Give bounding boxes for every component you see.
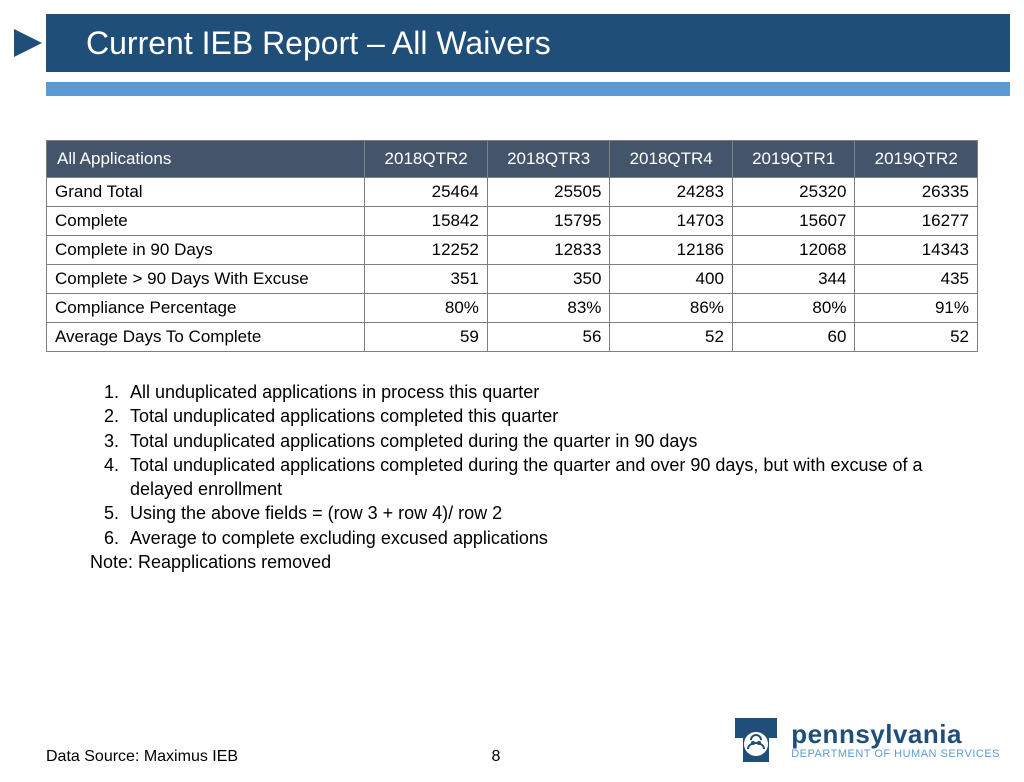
accent-bar bbox=[46, 82, 1010, 96]
ieb-report-table: All Applications 2018QTR2 2018QTR3 2018Q… bbox=[46, 140, 978, 352]
pennsylvania-logo: pennsylvania DEPARTMENT OF HUMAN SERVICE… bbox=[729, 714, 1000, 766]
note-item: Total unduplicated applications complete… bbox=[124, 404, 964, 428]
data-cell: 16277 bbox=[855, 207, 978, 236]
data-cell: 15795 bbox=[487, 207, 610, 236]
row-label: Complete in 90 Days bbox=[47, 236, 365, 265]
data-cell: 351 bbox=[365, 265, 488, 294]
data-cell: 25505 bbox=[487, 178, 610, 207]
col-header: All Applications bbox=[47, 141, 365, 178]
title-arrow-icon bbox=[14, 29, 42, 57]
row-label: Complete bbox=[47, 207, 365, 236]
table-row: Average Days To Complete5956526052 bbox=[47, 323, 978, 352]
data-cell: 52 bbox=[855, 323, 978, 352]
data-cell: 56 bbox=[487, 323, 610, 352]
data-source: Data Source: Maximus IEB bbox=[46, 748, 238, 766]
data-cell: 25464 bbox=[365, 178, 488, 207]
logo-main-text: pennsylvania bbox=[791, 721, 1000, 747]
col-header: 2019QTR1 bbox=[732, 141, 855, 178]
col-header: 2019QTR2 bbox=[855, 141, 978, 178]
table-row: Compliance Percentage80%83%86%80%91% bbox=[47, 294, 978, 323]
logo-sub-text: DEPARTMENT OF HUMAN SERVICES bbox=[791, 749, 1000, 760]
footer: Data Source: Maximus IEB 8 pennsylvania … bbox=[0, 714, 1024, 766]
table-row: Complete1584215795147031560716277 bbox=[47, 207, 978, 236]
data-cell: 80% bbox=[365, 294, 488, 323]
note-item: Total unduplicated applications complete… bbox=[124, 453, 964, 502]
data-cell: 12186 bbox=[610, 236, 733, 265]
row-label: Grand Total bbox=[47, 178, 365, 207]
data-cell: 52 bbox=[610, 323, 733, 352]
data-cell: 14343 bbox=[855, 236, 978, 265]
data-cell: 26335 bbox=[855, 178, 978, 207]
row-label: Complete > 90 Days With Excuse bbox=[47, 265, 365, 294]
note-extra: Note: Reapplications removed bbox=[90, 550, 964, 574]
notes-section: All unduplicated applications in process… bbox=[90, 380, 964, 574]
data-cell: 86% bbox=[610, 294, 733, 323]
data-cell: 91% bbox=[855, 294, 978, 323]
note-item: All unduplicated applications in process… bbox=[124, 380, 964, 404]
data-cell: 83% bbox=[487, 294, 610, 323]
data-cell: 14703 bbox=[610, 207, 733, 236]
note-item: Using the above fields = (row 3 + row 4)… bbox=[124, 501, 964, 525]
page-number: 8 bbox=[492, 748, 501, 766]
table-header-row: All Applications 2018QTR2 2018QTR3 2018Q… bbox=[47, 141, 978, 178]
row-label: Average Days To Complete bbox=[47, 323, 365, 352]
data-cell: 344 bbox=[732, 265, 855, 294]
data-cell: 350 bbox=[487, 265, 610, 294]
data-cell: 25320 bbox=[732, 178, 855, 207]
data-cell: 59 bbox=[365, 323, 488, 352]
data-table-container: All Applications 2018QTR2 2018QTR3 2018Q… bbox=[46, 140, 978, 352]
keystone-icon bbox=[729, 714, 783, 766]
page-title: Current IEB Report – All Waivers bbox=[86, 25, 551, 62]
note-item: Average to complete excluding excused ap… bbox=[124, 526, 964, 550]
row-label: Compliance Percentage bbox=[47, 294, 365, 323]
data-cell: 12833 bbox=[487, 236, 610, 265]
data-cell: 435 bbox=[855, 265, 978, 294]
table-row: Complete in 90 Days122521283312186120681… bbox=[47, 236, 978, 265]
data-cell: 15842 bbox=[365, 207, 488, 236]
data-cell: 80% bbox=[732, 294, 855, 323]
data-cell: 12252 bbox=[365, 236, 488, 265]
notes-list: All unduplicated applications in process… bbox=[90, 380, 964, 550]
logo-text: pennsylvania DEPARTMENT OF HUMAN SERVICE… bbox=[791, 721, 1000, 760]
data-cell: 15607 bbox=[732, 207, 855, 236]
data-cell: 400 bbox=[610, 265, 733, 294]
data-cell: 12068 bbox=[732, 236, 855, 265]
data-cell: 24283 bbox=[610, 178, 733, 207]
data-cell: 60 bbox=[732, 323, 855, 352]
col-header: 2018QTR2 bbox=[365, 141, 488, 178]
col-header: 2018QTR4 bbox=[610, 141, 733, 178]
note-item: Total unduplicated applications complete… bbox=[124, 429, 964, 453]
col-header: 2018QTR3 bbox=[487, 141, 610, 178]
table-row: Grand Total2546425505242832532026335 bbox=[47, 178, 978, 207]
title-bar: Current IEB Report – All Waivers bbox=[46, 14, 1010, 72]
table-row: Complete > 90 Days With Excuse3513504003… bbox=[47, 265, 978, 294]
